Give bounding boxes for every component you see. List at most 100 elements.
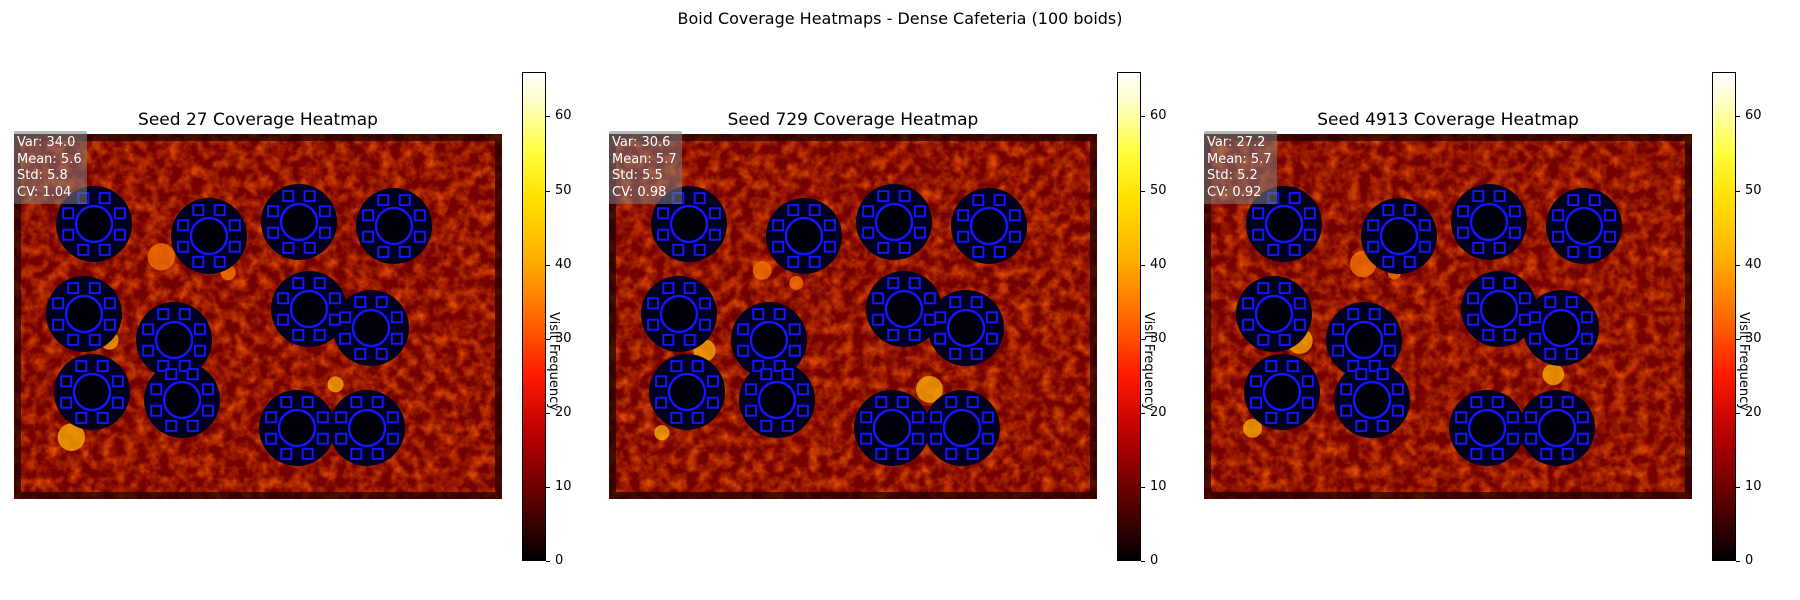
hotspot (57, 423, 86, 452)
chair (752, 308, 765, 321)
chair (1529, 311, 1542, 324)
table (289, 289, 329, 329)
stat-mean: Mean: 5.7 (612, 151, 677, 167)
chair (896, 396, 909, 409)
stat-mean: Mean: 5.7 (1207, 151, 1272, 167)
stat-cv: CV: 0.98 (612, 184, 667, 200)
colorbar-label: Visit Frequency (1141, 312, 1156, 411)
table (1541, 308, 1581, 348)
chair (62, 207, 75, 220)
chair (949, 296, 962, 309)
chair (192, 204, 205, 217)
chair (1340, 404, 1353, 417)
stats-box: Var: 27.2 Mean: 5.7 Std: 5.2 CV: 0.92 (1204, 131, 1277, 204)
chair (1382, 204, 1395, 217)
chair (75, 411, 88, 424)
chair (908, 328, 921, 341)
chair (1580, 332, 1593, 345)
colorbar-tick (1736, 412, 1740, 414)
chair (277, 292, 290, 305)
chair (1455, 432, 1468, 445)
chair (1288, 192, 1301, 205)
figure-title: Boid Coverage Heatmaps - Dense Cafeteria… (677, 9, 1123, 28)
chair (1252, 207, 1265, 220)
chair (1603, 209, 1616, 222)
chair (773, 359, 786, 372)
chair (301, 447, 314, 460)
chair (985, 332, 998, 345)
colorbar-tick-label: 20 (1745, 404, 1762, 420)
chair (328, 292, 341, 305)
chair (945, 396, 958, 409)
chair (1493, 241, 1506, 254)
chair (655, 375, 668, 388)
panel-title: Seed 4913 Coverage Heatmap (1317, 110, 1579, 130)
chair (303, 241, 316, 254)
colorbar-tick-label: 20 (555, 404, 572, 420)
chair (1368, 359, 1381, 372)
heatmap-panel-seed-27: Seed 27 Coverage Heatmap Var: 34.0 Mean:… (0, 0, 600, 600)
chair (362, 230, 375, 243)
chair (111, 375, 124, 388)
coverage-heatmap (1204, 134, 1692, 499)
chair (375, 347, 388, 360)
table (1344, 320, 1384, 360)
chair (760, 368, 773, 381)
chair (1242, 297, 1255, 310)
chair (1008, 209, 1021, 222)
chair (657, 228, 670, 241)
chair (316, 432, 329, 445)
table (1379, 216, 1419, 256)
chair (872, 292, 885, 305)
chair (1257, 282, 1270, 295)
chair (1482, 328, 1495, 341)
stat-cv: CV: 0.92 (1207, 184, 1262, 200)
colorbar-tick-label: 60 (1150, 108, 1167, 124)
colorbar: Visit Frequency 0 10 20 30 40 50 60 (508, 70, 600, 570)
chair (693, 192, 706, 205)
chair (1376, 419, 1389, 432)
chair (1367, 219, 1380, 232)
colorbar-tick (1141, 561, 1145, 562)
chair (1470, 447, 1483, 460)
chair (745, 383, 758, 396)
colorbar-tick (546, 264, 550, 266)
chair (316, 411, 329, 424)
hotspot (752, 261, 772, 280)
chair (706, 375, 719, 388)
chair (706, 396, 719, 409)
chair (752, 359, 765, 372)
chair (303, 190, 316, 203)
chair (1383, 323, 1396, 336)
chair (265, 411, 278, 424)
chair (75, 360, 88, 373)
chair (177, 219, 190, 232)
chair (1472, 190, 1485, 203)
chair (737, 344, 750, 357)
chair (377, 245, 390, 258)
colorbar-tick (1736, 338, 1740, 340)
chair (781, 419, 794, 432)
table (1262, 372, 1302, 412)
chair (1482, 277, 1495, 290)
table (1564, 206, 1604, 246)
chair (1368, 308, 1381, 321)
chair (201, 383, 214, 396)
chair (823, 240, 836, 253)
chair (150, 404, 163, 417)
chair (1278, 282, 1291, 295)
chair (966, 396, 979, 409)
chair (1286, 360, 1299, 373)
table (72, 372, 112, 412)
chair (1567, 245, 1580, 258)
chair (1367, 240, 1380, 253)
chair (142, 323, 155, 336)
chair (934, 332, 947, 345)
chair (966, 447, 979, 460)
chair (1544, 347, 1557, 360)
chair (1506, 432, 1519, 445)
hotspot (916, 376, 943, 403)
chair (111, 396, 124, 409)
chair (875, 396, 888, 409)
chair (708, 207, 721, 220)
